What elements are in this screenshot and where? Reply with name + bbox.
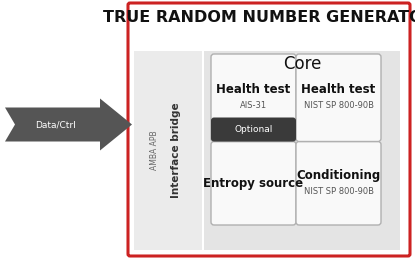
Text: Core: Core xyxy=(283,55,321,73)
Text: TRUE RANDOM NUMBER GENERATOR: TRUE RANDOM NUMBER GENERATOR xyxy=(103,11,415,25)
FancyBboxPatch shape xyxy=(296,54,381,141)
Text: Data/Ctrl: Data/Ctrl xyxy=(35,120,76,129)
Text: Conditioning: Conditioning xyxy=(296,169,381,182)
FancyBboxPatch shape xyxy=(211,118,296,141)
Text: NIST SP 800-90B: NIST SP 800-90B xyxy=(303,101,374,110)
Text: Interface bridge: Interface bridge xyxy=(171,103,181,198)
FancyBboxPatch shape xyxy=(128,3,410,256)
Text: Health test: Health test xyxy=(216,83,290,96)
Text: NIST SP 800-90B: NIST SP 800-90B xyxy=(303,187,374,196)
FancyBboxPatch shape xyxy=(214,120,293,130)
FancyBboxPatch shape xyxy=(211,141,296,225)
Text: AMBA APB: AMBA APB xyxy=(150,131,159,170)
FancyBboxPatch shape xyxy=(296,141,381,225)
Polygon shape xyxy=(5,98,132,150)
FancyBboxPatch shape xyxy=(134,51,202,250)
Text: Health test: Health test xyxy=(301,83,376,96)
Text: Entropy source: Entropy source xyxy=(203,177,303,190)
FancyBboxPatch shape xyxy=(211,54,296,141)
Text: Optional: Optional xyxy=(234,125,273,134)
FancyBboxPatch shape xyxy=(204,51,400,250)
Text: AIS-31: AIS-31 xyxy=(240,101,267,110)
